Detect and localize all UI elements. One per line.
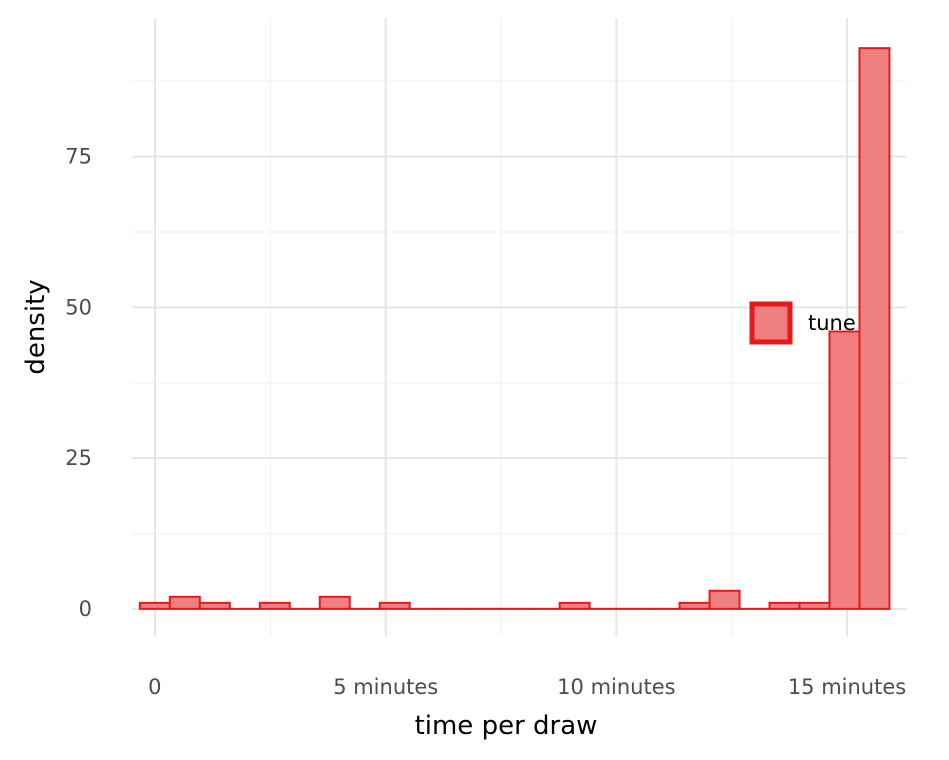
x-axis-title: time per draw: [415, 711, 598, 741]
y-tick-label: 25: [65, 446, 92, 470]
y-tick-label: 0: [79, 597, 92, 621]
legend-key-tune: [749, 301, 793, 345]
histogram-bar: [708, 589, 741, 610]
y-axis-title: density: [21, 279, 51, 374]
y-tick-label: 75: [65, 145, 92, 169]
histogram-bars: [138, 47, 891, 610]
x-tick-label: 0: [148, 675, 161, 699]
histogram-bar: [768, 601, 801, 610]
x-tick-label: 10 minutes: [557, 675, 675, 699]
histogram-bar: [858, 47, 891, 610]
y-axis-tick-labels: 0 25 50 75: [65, 145, 92, 621]
histogram-bar: [168, 595, 201, 610]
histogram-bar: [828, 330, 861, 610]
histogram-bar: [558, 601, 591, 610]
x-tick-label: 5 minutes: [333, 675, 438, 699]
histogram-bar: [678, 601, 711, 610]
y-tick-label: 50: [65, 295, 92, 319]
legend: tune: [749, 301, 856, 345]
histogram-bar: [138, 601, 171, 610]
histogram-bar: [258, 601, 291, 610]
histogram-bar: [378, 601, 411, 610]
histogram-bar: [198, 601, 231, 610]
legend-label-tune: tune: [808, 311, 856, 335]
minor-gridlines: [132, 18, 907, 636]
x-tick-label: 15 minutes: [788, 675, 906, 699]
histogram-bar: [798, 601, 831, 610]
x-axis-tick-labels: 0 5 minutes 10 minutes 15 minutes: [148, 675, 906, 699]
histogram-bar: [318, 595, 351, 610]
